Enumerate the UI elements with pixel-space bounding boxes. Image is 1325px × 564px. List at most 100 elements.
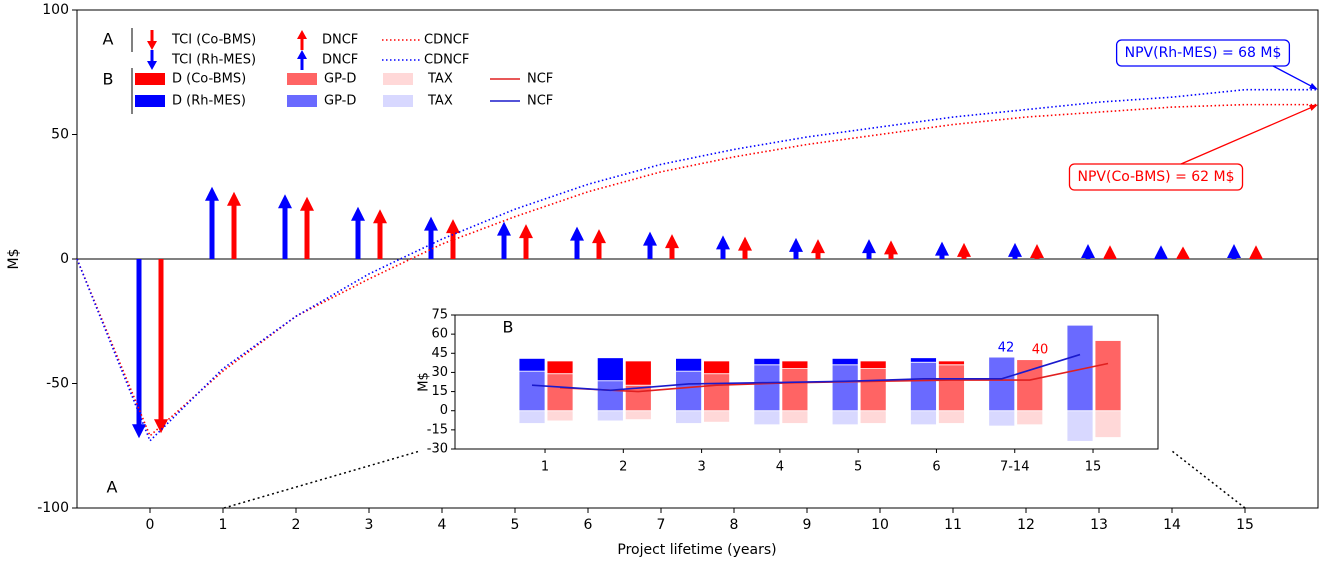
- legend-label: D (Rh-MES): [172, 94, 246, 109]
- arrow: [300, 196, 314, 259]
- arrow: [1154, 245, 1168, 259]
- legend-label: TAX: [427, 94, 453, 109]
- y-tick-label: 15: [431, 384, 448, 399]
- x-tick-label: 13: [1090, 517, 1108, 533]
- arrow: [1081, 244, 1095, 259]
- y-tick-label: 30: [431, 365, 448, 380]
- y-tick-label: 75: [431, 308, 448, 323]
- legend-label: DNCF: [322, 33, 358, 48]
- annotation-arrow: [1272, 65, 1315, 89]
- arrow: [351, 206, 365, 259]
- inset-annotation: 42: [998, 341, 1015, 356]
- legend-group-label: B: [103, 70, 114, 89]
- annotation-arrowhead: [1309, 83, 1318, 90]
- bar: [518, 357, 546, 372]
- x-tick-label: 7-14: [1000, 460, 1030, 475]
- legend-symbol: [287, 73, 317, 85]
- bar: [753, 364, 781, 412]
- cumulative-line: [76, 88, 1318, 443]
- y-tick-label: 60: [431, 327, 448, 342]
- bar: [938, 364, 965, 412]
- arrow: [1008, 242, 1022, 259]
- x-tick-label: 14: [1163, 517, 1181, 533]
- bar: [859, 410, 887, 424]
- arrow: [1249, 245, 1263, 259]
- legend-label: CDNCF: [424, 53, 469, 68]
- bar: [546, 410, 574, 422]
- bar: [546, 360, 574, 375]
- arrow: [665, 234, 679, 259]
- x-tick-label: 1: [541, 460, 549, 475]
- legend-symbol: [297, 50, 307, 70]
- bar: [624, 360, 652, 386]
- arrow: [278, 194, 292, 259]
- bar: [518, 370, 546, 412]
- legend-symbol: [135, 73, 165, 85]
- legend-label: TAX: [427, 72, 453, 87]
- x-tick-label: 4: [776, 460, 784, 475]
- bar: [675, 370, 702, 412]
- arrow: [1176, 246, 1190, 259]
- inset-y-label: M$: [417, 372, 432, 392]
- arrow: [738, 236, 752, 259]
- arrow: [154, 259, 168, 434]
- bar: [1094, 410, 1122, 438]
- annotation: NPV(Rh-MES) = 68 M$: [1125, 45, 1282, 61]
- arrow: [205, 186, 219, 259]
- annotation-box: [1068, 163, 1244, 191]
- arrow: [1227, 244, 1241, 259]
- arrow: [446, 219, 460, 259]
- bar: [703, 360, 730, 375]
- legend-symbol: [287, 95, 317, 107]
- bar: [596, 357, 624, 382]
- x-tick-label: 5: [511, 517, 520, 533]
- legend-label: TCI (Rh-MES): [171, 53, 256, 68]
- bar: [596, 410, 624, 422]
- arrow: [1030, 244, 1044, 259]
- ncf-line: [531, 353, 1081, 392]
- y-tick-label: -30: [427, 442, 448, 457]
- arrow: [789, 237, 803, 259]
- x-tick-label: 7: [657, 517, 666, 533]
- bar: [859, 368, 887, 412]
- legend-label: DNCF: [322, 53, 358, 68]
- arrow: [935, 241, 949, 259]
- arrow: [424, 216, 438, 259]
- legend-symbol: [383, 73, 413, 85]
- y-tick-label: -100: [37, 500, 69, 516]
- legend-label: D (Co-BMS): [172, 72, 246, 87]
- x-tick-label: 2: [292, 517, 301, 533]
- bar: [781, 360, 809, 370]
- x-tick-label: 6: [584, 517, 593, 533]
- bar: [624, 410, 652, 421]
- legend-label: GP-D: [324, 94, 356, 109]
- arrow: [1103, 245, 1117, 259]
- y-tick-label: 0: [60, 251, 69, 267]
- legend-symbol: [297, 30, 307, 50]
- annotation-box: [1115, 39, 1291, 67]
- arrow: [497, 221, 511, 259]
- x-tick-label: 12: [1017, 517, 1035, 533]
- bar: [831, 410, 859, 426]
- bar: [753, 410, 781, 426]
- x-tick-label: 4: [438, 517, 447, 533]
- bar: [1066, 410, 1094, 442]
- legend-label: NCF: [527, 72, 553, 87]
- bar: [753, 357, 781, 366]
- x-tick-label: 11: [944, 517, 962, 533]
- y-axis-label: M$: [6, 249, 22, 270]
- legend-label: TCI (Co-BMS): [171, 33, 256, 48]
- bar: [831, 357, 859, 366]
- x-axis-label: Project lifetime (years): [617, 542, 776, 558]
- legend-label: CDNCF: [424, 33, 469, 48]
- arrow: [884, 240, 898, 259]
- legend-symbol: [147, 30, 157, 50]
- arrow: [227, 191, 241, 259]
- bar: [781, 368, 809, 412]
- inset-frame: [454, 314, 1159, 450]
- bar: [546, 373, 574, 412]
- x-tick-label: 0: [146, 517, 155, 533]
- bar: [781, 410, 809, 424]
- bar: [988, 356, 1016, 412]
